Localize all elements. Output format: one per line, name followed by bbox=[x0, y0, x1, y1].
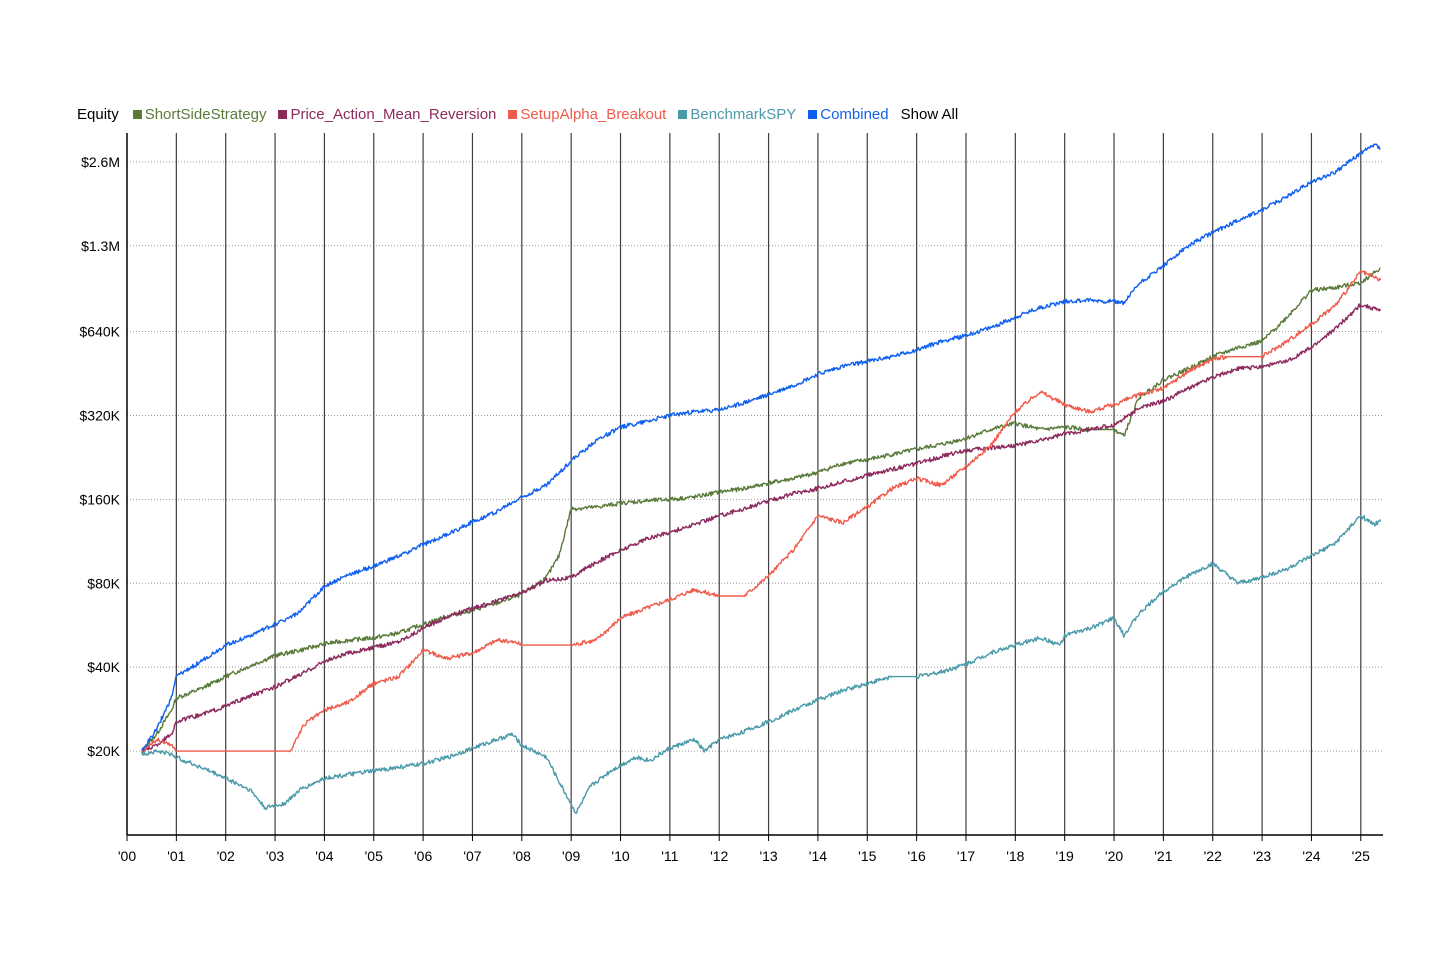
x-tick-label: '15 bbox=[858, 848, 876, 864]
legend-item-combined[interactable]: Combined bbox=[808, 105, 889, 123]
x-tick-label: '21 bbox=[1154, 848, 1172, 864]
legend-swatch bbox=[278, 109, 288, 119]
y-tick-label: $40K bbox=[87, 659, 120, 675]
x-tick-label: '11 bbox=[661, 848, 678, 864]
legend-swatch bbox=[132, 109, 142, 119]
y-tick-label: $20K bbox=[87, 743, 120, 759]
legend-item-setupalpha-breakout[interactable]: SetupAlpha_Breakout bbox=[508, 106, 666, 123]
x-tick-label: '12 bbox=[710, 848, 728, 864]
legend-swatch bbox=[678, 109, 688, 119]
show-all-button[interactable]: Show All bbox=[900, 105, 959, 123]
x-tick-label: '25 bbox=[1352, 848, 1370, 864]
legend-label: Combined bbox=[820, 105, 889, 123]
x-tick-label: '08 bbox=[513, 848, 531, 864]
y-tick-label: $1.3M bbox=[81, 238, 120, 254]
y-tick-label: $80K bbox=[87, 575, 120, 591]
legend-label: ShortSideStrategy bbox=[144, 105, 267, 123]
x-tick-label: '04 bbox=[315, 848, 333, 864]
x-tick-label: '09 bbox=[562, 848, 580, 864]
legend-item-shortsidestrategy[interactable]: ShortSideStrategy bbox=[132, 105, 267, 123]
x-tick-label: '00 bbox=[118, 848, 136, 864]
x-tick-label: '02 bbox=[217, 848, 235, 864]
legend-item-benchmarkspy[interactable]: BenchmarkSPY bbox=[678, 106, 796, 123]
x-tick-label: '14 bbox=[809, 848, 827, 864]
series-line-combined bbox=[141, 143, 1381, 752]
legend-label: SetupAlpha_Breakout bbox=[520, 105, 667, 123]
series-line-price-action-mean-reversion bbox=[141, 303, 1382, 753]
legend-label: BenchmarkSPY bbox=[690, 105, 797, 123]
series-line-shortsidestrategy bbox=[141, 267, 1381, 751]
chart-legend: Equity ShortSideStrategy Price_Action_Mea… bbox=[77, 104, 958, 124]
legend-item-price-action-mean-reversion[interactable]: Price_Action_Mean_Reversion bbox=[278, 106, 496, 123]
legend-swatch bbox=[808, 109, 818, 119]
x-tick-label: '17 bbox=[957, 848, 975, 864]
x-tick-label: '24 bbox=[1302, 848, 1320, 864]
x-tick-label: '03 bbox=[266, 848, 284, 864]
x-tick-label: '22 bbox=[1204, 848, 1222, 864]
x-tick-label: '06 bbox=[414, 848, 432, 864]
x-tick-label: '05 bbox=[365, 848, 383, 864]
x-tick-label: '07 bbox=[463, 848, 481, 864]
legend-label: Price_Action_Mean_Reversion bbox=[290, 105, 497, 123]
x-tick-label: '13 bbox=[759, 848, 777, 864]
x-tick-label: '18 bbox=[1006, 848, 1024, 864]
x-tick-label: '23 bbox=[1253, 848, 1271, 864]
x-tick-label: '16 bbox=[908, 848, 926, 864]
legend-swatch bbox=[508, 109, 518, 119]
y-tick-label: $160K bbox=[80, 491, 121, 507]
series-line-setupalpha-breakout bbox=[141, 270, 1382, 753]
x-tick-label: '01 bbox=[167, 848, 185, 864]
y-tick-label: $2.6M bbox=[81, 154, 120, 170]
x-tick-label: '19 bbox=[1056, 848, 1074, 864]
y-tick-label: $320K bbox=[80, 407, 121, 423]
x-tick-label: '10 bbox=[611, 848, 629, 864]
series-line-benchmarkspy bbox=[141, 515, 1382, 815]
legend-title: Equity bbox=[77, 105, 119, 123]
x-tick-label: '20 bbox=[1105, 848, 1123, 864]
y-tick-label: $640K bbox=[80, 324, 121, 340]
